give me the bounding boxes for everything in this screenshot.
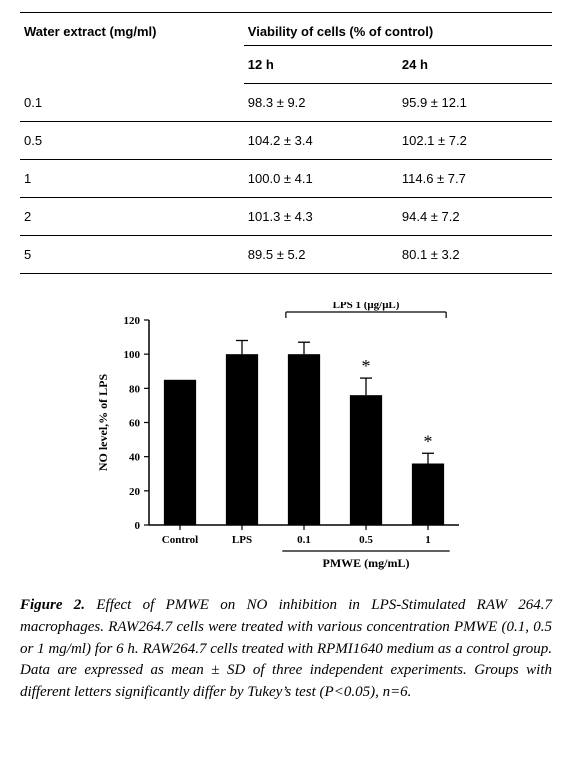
svg-text:1: 1 — [425, 534, 431, 546]
svg-text:*: * — [362, 356, 371, 376]
table-row: 0.1 98.3 ± 9.2 95.9 ± 12.1 — [20, 84, 552, 122]
cell: 94.4 ± 7.2 — [398, 198, 552, 236]
svg-text:0: 0 — [135, 520, 141, 532]
svg-text:80: 80 — [129, 383, 141, 395]
svg-text:LPS: LPS — [232, 534, 252, 546]
table-row: 1 100.0 ± 4.1 114.6 ± 7.7 — [20, 160, 552, 198]
no-level-bar-chart: 0 20 40 60 80 100 120 NO level,% of LPS Control L… — [91, 302, 481, 577]
figure-text: Effect of PMWE on NO inhibition in LPS-S… — [20, 597, 552, 700]
col-header-24h: 24 h — [398, 46, 552, 84]
cell: 80.1 ± 3.2 — [398, 236, 552, 274]
viability-table: Water extract (mg/ml) Viability of cells… — [20, 12, 552, 274]
svg-text:0.5: 0.5 — [359, 534, 373, 546]
svg-text:0.1: 0.1 — [297, 534, 311, 546]
cell: 5 — [20, 236, 244, 274]
svg-text:60: 60 — [129, 418, 141, 430]
svg-text:LPS 1 (μg/μL): LPS 1 (μg/μL) — [333, 302, 400, 311]
cell: 89.5 ± 5.2 — [244, 236, 398, 274]
figure-caption: Figure 2. Effect of PMWE on NO inhibitio… — [20, 595, 552, 704]
figure-label: Figure 2. — [20, 597, 85, 613]
cell: 100.0 ± 4.1 — [244, 160, 398, 198]
cell: 0.5 — [20, 122, 244, 160]
table-row: 5 89.5 ± 5.2 80.1 ± 3.2 — [20, 236, 552, 274]
col-header-extract: Water extract (mg/ml) — [20, 13, 244, 84]
table-row: 0.5 104.2 ± 3.4 102.1 ± 7.2 — [20, 122, 552, 160]
svg-text:20: 20 — [129, 486, 141, 498]
svg-text:NO level,% of LPS: NO level,% of LPS — [96, 374, 110, 472]
svg-text:*: * — [424, 431, 433, 451]
chart-container: 0 20 40 60 80 100 120 NO level,% of LPS Control L… — [20, 302, 552, 577]
cell: 114.6 ± 7.7 — [398, 160, 552, 198]
table-body: 0.1 98.3 ± 9.2 95.9 ± 12.1 0.5 104.2 ± 3… — [20, 84, 552, 274]
cell: 0.1 — [20, 84, 244, 122]
cell: 2 — [20, 198, 244, 236]
cell: 1 — [20, 160, 244, 198]
svg-text:PMWE (mg/mL): PMWE (mg/mL) — [323, 556, 410, 570]
svg-text:40: 40 — [129, 452, 141, 464]
cell: 95.9 ± 12.1 — [398, 84, 552, 122]
cell: 102.1 ± 7.2 — [398, 122, 552, 160]
cell: 104.2 ± 3.4 — [244, 122, 398, 160]
cell: 101.3 ± 4.3 — [244, 198, 398, 236]
col-header-viability: Viability of cells (% of control) — [244, 13, 552, 46]
table-row: 2 101.3 ± 4.3 94.4 ± 7.2 — [20, 198, 552, 236]
svg-text:Control: Control — [162, 534, 198, 546]
svg-text:100: 100 — [124, 349, 141, 361]
cell: 98.3 ± 9.2 — [244, 84, 398, 122]
svg-text:120: 120 — [124, 315, 141, 327]
col-header-12h: 12 h — [244, 46, 398, 84]
